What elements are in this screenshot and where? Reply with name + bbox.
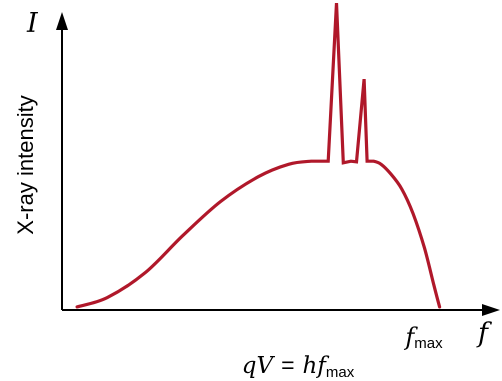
fmax-tick-label: fmax xyxy=(403,323,443,352)
x-axis-arrow-icon xyxy=(482,304,500,316)
equation-lhs: qV xyxy=(242,353,276,379)
equation-label: qV = hfmax xyxy=(242,352,355,381)
equation-rhs-subscript: max xyxy=(326,364,355,381)
y-axis-label: X-ray intensity xyxy=(13,95,38,234)
y-axis-arrow-icon xyxy=(56,12,68,30)
equation-equals: = xyxy=(281,352,294,378)
y-axis-symbol: I xyxy=(26,8,39,39)
series-layer xyxy=(75,3,442,309)
fmax-tick-subscript: max xyxy=(414,335,443,352)
x-axis-symbol: f xyxy=(476,318,492,349)
equation-rhs-symbol: hf xyxy=(303,353,330,379)
intensity-curve-series-0 xyxy=(75,3,442,309)
